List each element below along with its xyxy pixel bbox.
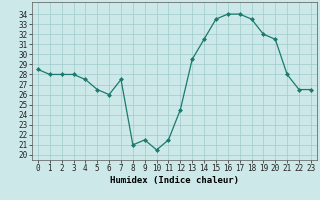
X-axis label: Humidex (Indice chaleur): Humidex (Indice chaleur) bbox=[110, 176, 239, 185]
